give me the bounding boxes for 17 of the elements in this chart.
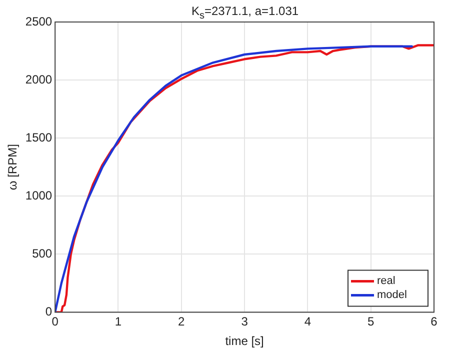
chart-title: K$_{s}$=2371.1, a=1.031	[190, 4, 300, 22]
y-tick-label: 0	[45, 304, 52, 319]
x-tick-label: 2	[178, 314, 186, 329]
x-tick-label: 4	[304, 314, 312, 329]
x-tick-label: 1	[114, 314, 122, 329]
x-tick-label: 6	[430, 314, 438, 329]
x-axis-title: time [s]	[225, 334, 264, 348]
y-tick-label: 1500	[25, 130, 52, 144]
x-tick-label: 3	[241, 314, 248, 329]
legend-label: model	[377, 289, 407, 302]
y-axis-title: ω [RPM]	[6, 144, 20, 190]
legend-label: real	[377, 275, 396, 288]
y-tick-label: 1000	[25, 188, 52, 202]
y-tick-label: 2500	[25, 14, 52, 28]
y-tick-label: 500	[32, 246, 52, 260]
x-tick-label: 5	[368, 314, 375, 329]
y-tick-label: 2000	[25, 72, 52, 86]
